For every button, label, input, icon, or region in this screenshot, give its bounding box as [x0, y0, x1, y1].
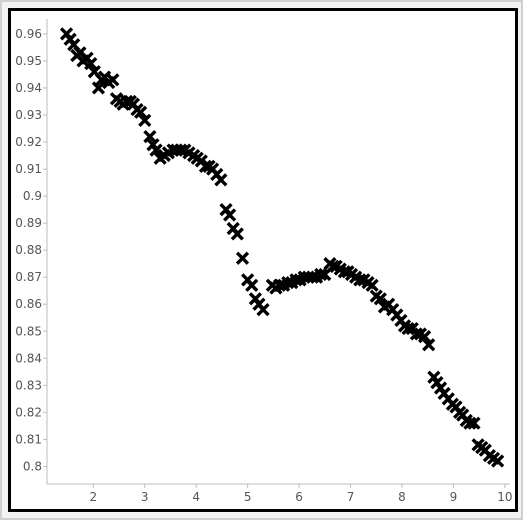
y-tick-label: 0.88 [15, 243, 42, 257]
data-point [143, 129, 157, 144]
x-tick-label: 4 [192, 490, 200, 504]
y-tick-label: 0.91 [15, 162, 42, 176]
data-point [106, 73, 120, 87]
x-tick-label: 8 [398, 490, 406, 504]
data-point [138, 113, 152, 127]
y-tick-label: 0.9 [23, 189, 42, 203]
x-tick-label: 3 [141, 490, 149, 504]
x-tick-label: 10 [497, 490, 512, 504]
data-point [417, 330, 432, 344]
y-tick-label: 0.94 [15, 81, 42, 95]
x-tick-label: 6 [295, 490, 303, 504]
data-point [256, 303, 270, 317]
x-tick-label: 7 [347, 490, 355, 504]
y-tick-label: 0.8 [23, 459, 42, 473]
data-point [245, 278, 259, 292]
y-tick-label: 0.83 [15, 378, 42, 392]
data-point [365, 278, 379, 292]
y-tick-label: 0.86 [15, 297, 42, 311]
data-point [134, 105, 148, 119]
y-tick-label: 0.93 [15, 108, 42, 122]
y-tick-label: 0.95 [15, 54, 42, 68]
data-point [491, 454, 505, 468]
data-point [214, 173, 228, 187]
y-tick-label: 0.81 [15, 432, 42, 446]
chart-panel: 0.8 0.81 0.82 0.83 0.84 0.85 0.86 0.87 0.88 0.89 0… [8, 8, 518, 512]
y-tick-label: 0.87 [15, 270, 42, 284]
y-tick-label: 0.96 [15, 27, 42, 41]
data-point [84, 57, 98, 71]
y-tick-label: 0.82 [15, 405, 42, 419]
data-point [467, 416, 481, 430]
data-point [235, 251, 250, 265]
x-tick-label: 5 [244, 490, 252, 504]
data-point [91, 81, 106, 95]
y-tick-label: 0.89 [15, 216, 42, 230]
x-tick-label: 9 [450, 490, 458, 504]
y-tick-label: 0.84 [15, 351, 42, 365]
y-tick-label: 0.85 [15, 324, 42, 338]
data-point [422, 338, 436, 352]
scatter-chart: 0.8 0.81 0.82 0.83 0.84 0.85 0.86 0.87 0.88 0.89 0… [15, 19, 512, 504]
x-tick-label: 2 [89, 490, 97, 504]
data-point [223, 208, 237, 222]
data-point [230, 227, 244, 241]
data-point [149, 143, 163, 157]
y-tick-label: 0.92 [15, 135, 42, 149]
data-point [373, 292, 387, 306]
